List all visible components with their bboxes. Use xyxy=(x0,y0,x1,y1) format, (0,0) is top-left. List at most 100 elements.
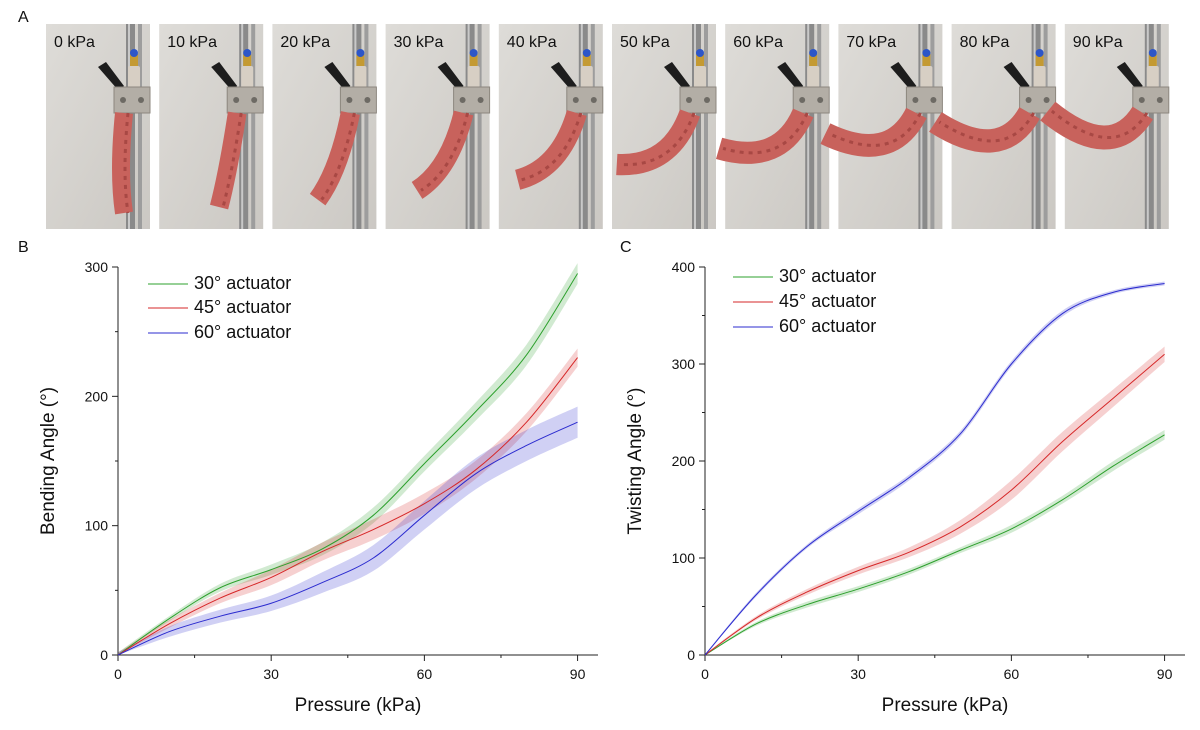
photo-label: 40 kPa xyxy=(507,34,557,51)
brass-fitting xyxy=(356,54,365,66)
screw xyxy=(1043,97,1050,103)
bending-y-tick-label: 100 xyxy=(85,518,109,534)
brass-fitting xyxy=(469,54,478,66)
blue-cap xyxy=(356,49,365,57)
bending-line-2 xyxy=(117,421,578,656)
clamp-block xyxy=(792,86,830,114)
photo-7: 70 kPa xyxy=(820,24,943,229)
actuator-ridges xyxy=(420,112,470,192)
brass-fitting xyxy=(922,54,931,66)
twisting-legend-45: 45° actuator xyxy=(779,291,876,311)
blue-cap xyxy=(582,49,591,57)
screw xyxy=(459,97,466,103)
panel-c-letter: C xyxy=(620,239,632,256)
clamp-block xyxy=(226,86,264,114)
photo-label: 90 kPa xyxy=(1073,34,1123,51)
photo-3: 30 kPa xyxy=(385,24,491,229)
bending-band-2 xyxy=(118,406,578,655)
steel-rod xyxy=(1043,24,1048,229)
actuator-ridges xyxy=(221,112,243,208)
lever-icon xyxy=(324,62,351,90)
twisting-line-2 xyxy=(704,282,1165,656)
steel-rod xyxy=(930,24,935,229)
lever-icon xyxy=(437,62,464,90)
screw xyxy=(912,97,919,103)
brass-fitting xyxy=(696,54,704,66)
photo-label: 30 kPa xyxy=(394,34,444,51)
connector xyxy=(807,66,820,88)
twisting-band-0 xyxy=(705,429,1165,655)
connector xyxy=(694,66,706,88)
soft-actuator xyxy=(929,106,1040,153)
photo-label: 50 kPa xyxy=(620,34,670,51)
clamp-block xyxy=(1132,86,1170,114)
lever-icon xyxy=(1003,62,1030,90)
twisting-y-tick-label: 200 xyxy=(672,453,696,469)
bending-x-tick-label: 90 xyxy=(570,666,586,682)
blue-cap xyxy=(696,49,704,57)
clamp-block xyxy=(905,86,943,114)
twisting-x-tick-label: 60 xyxy=(1004,666,1020,682)
photo-label: 20 kPa xyxy=(280,34,330,51)
connector xyxy=(580,66,593,88)
lever-icon xyxy=(1116,62,1143,90)
brass-fitting xyxy=(243,54,252,66)
lever-icon xyxy=(777,62,804,90)
photo-8: 80 kPa xyxy=(929,24,1057,229)
chart-bending: B Pressure (kPa) Bending Angle (°) 30° a… xyxy=(18,239,598,716)
photo-strip: 0 kPa 10 kPa 20 kPa 30 kPa 40 kPa 50 kPa 60 kP… xyxy=(46,24,1170,229)
soft-actuator xyxy=(309,111,360,206)
lever-icon xyxy=(890,62,917,90)
twisting-y-tick-label: 300 xyxy=(672,356,696,372)
steel-rod xyxy=(138,24,142,229)
soft-actuator xyxy=(411,110,474,199)
screw xyxy=(477,97,484,103)
screw xyxy=(1138,97,1145,103)
clamp-block xyxy=(566,86,604,114)
bending-x-axis-title: Pressure (kPa) xyxy=(295,695,422,716)
photo-label: 10 kPa xyxy=(167,34,217,51)
bending-x-tick-label: 0 xyxy=(114,666,122,682)
screw xyxy=(590,97,597,103)
screw xyxy=(817,97,824,103)
brass-fitting xyxy=(582,54,591,66)
photo-9: 90 kPa xyxy=(1040,24,1170,229)
clamp-block xyxy=(453,86,491,114)
connector xyxy=(354,66,367,88)
bending-legend-60: 60° actuator xyxy=(194,322,291,342)
soft-actuator xyxy=(210,111,247,210)
photo-1: 10 kPa xyxy=(159,24,264,229)
steel-rod xyxy=(805,24,815,229)
photo-label: 80 kPa xyxy=(960,34,1010,51)
bending-y-tick-label: 0 xyxy=(100,647,108,663)
actuator-ridges xyxy=(828,112,922,147)
bending-y-tick-label: 300 xyxy=(85,259,109,275)
connector xyxy=(920,66,933,88)
twisting-band-2 xyxy=(705,281,1165,655)
twisting-legend-60: 60° actuator xyxy=(779,316,876,336)
brass-fitting xyxy=(809,54,818,66)
steel-rod xyxy=(1156,24,1161,229)
blue-cap xyxy=(130,49,138,57)
connector xyxy=(241,66,254,88)
photo-label: 0 kPa xyxy=(54,34,95,51)
photo-6: 60 kPa xyxy=(715,24,830,229)
bending-legend-45: 45° actuator xyxy=(194,297,291,317)
steel-rod xyxy=(918,24,928,229)
steel-rod xyxy=(578,24,588,229)
twisting-band-1 xyxy=(705,346,1165,655)
actuator-ridges xyxy=(320,112,356,201)
screw xyxy=(572,97,579,103)
brass-fitting xyxy=(1148,54,1157,66)
twisting-y-tick-label: 100 xyxy=(672,550,696,566)
actuator-ridges xyxy=(938,112,1035,143)
twisting-x-tick-label: 90 xyxy=(1157,666,1173,682)
photo-5: 50 kPa xyxy=(612,24,717,229)
steel-rod xyxy=(704,24,708,229)
twisting-line-1 xyxy=(704,353,1165,656)
soft-actuator xyxy=(820,107,927,157)
screw xyxy=(233,97,240,103)
actuator-ridges xyxy=(620,112,696,167)
bending-y-tick-label: 200 xyxy=(85,388,109,404)
blue-cap xyxy=(469,49,478,57)
